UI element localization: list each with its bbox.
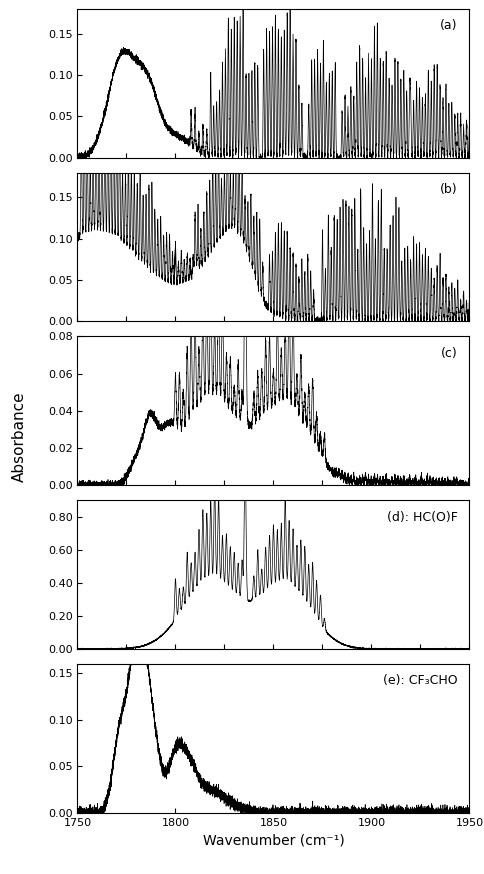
X-axis label: Wavenumber (cm⁻¹): Wavenumber (cm⁻¹): [203, 833, 344, 847]
Text: (a): (a): [440, 19, 458, 32]
Text: (c): (c): [441, 347, 458, 360]
Text: (e): CF₃CHO: (e): CF₃CHO: [383, 675, 458, 687]
Text: (d): HC(O)F: (d): HC(O)F: [387, 510, 458, 524]
Text: Absorbance: Absorbance: [12, 392, 27, 482]
Text: (b): (b): [440, 183, 458, 196]
